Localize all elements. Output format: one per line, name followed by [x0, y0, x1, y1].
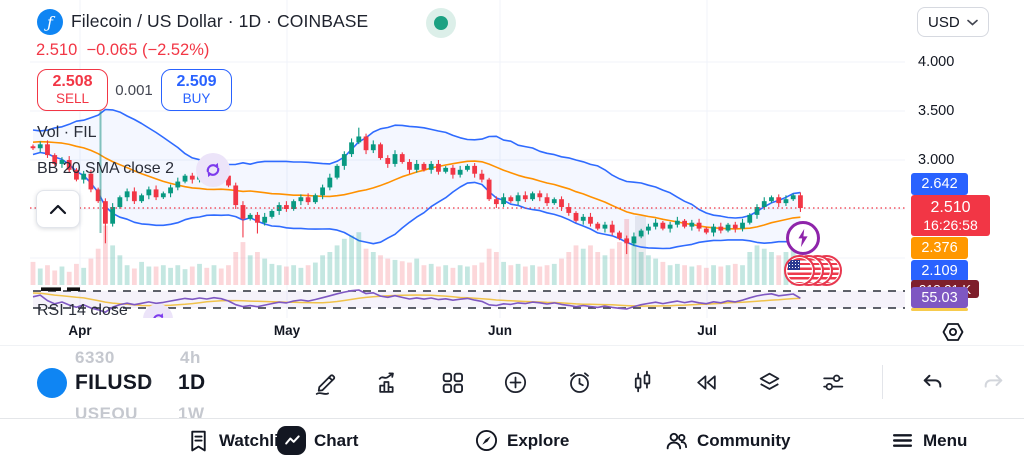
chart-region[interactable] — [0, 0, 1024, 345]
watchlist-icon — [191, 430, 206, 452]
collapse-legend-button[interactable] — [36, 190, 80, 228]
last-price-value: 2.510 — [930, 198, 971, 216]
alerts-clock-icon[interactable] — [564, 367, 594, 397]
chevron-down-icon — [967, 19, 978, 26]
currency-select[interactable]: USD — [917, 7, 989, 37]
market-open-dot — [434, 16, 448, 30]
chart-properties-icon[interactable] — [940, 320, 966, 344]
nav-community-label: Community — [697, 430, 791, 450]
chart-icon — [277, 426, 306, 455]
time-tick-may: May — [273, 323, 301, 338]
nav-watchlist[interactable]: Watchlist — [186, 419, 294, 462]
price-tick-4000: 4.000 — [918, 54, 955, 70]
nav-community[interactable]: Community — [664, 419, 791, 462]
change-text: −0.065 (−2.52%) — [86, 41, 210, 59]
toolbar-divider — [881, 365, 883, 399]
time-tick-jul: Jul — [697, 323, 717, 338]
market-status-icon[interactable] — [426, 8, 456, 38]
time-tick-apr: Apr — [68, 323, 92, 338]
undo-icon[interactable] — [916, 367, 946, 397]
bottom-navigation: Watchlist Chart Explore Community Menu — [0, 418, 1024, 462]
hamburger-icon — [892, 434, 913, 447]
chart-type-candles-icon[interactable] — [628, 367, 658, 397]
us-flag-events-icon[interactable] — [784, 254, 846, 287]
symbol-picker-current[interactable]: FILUSD — [75, 371, 153, 394]
bb-refresh-icon[interactable] — [196, 153, 230, 187]
settings-sliders-icon[interactable] — [818, 367, 848, 397]
bb-basis-price-label: 2.376 — [911, 237, 968, 259]
price-tick-3000: 3.000 — [918, 152, 955, 168]
rsi-ma-value-label — [911, 307, 968, 311]
buy-label: BUY — [182, 91, 211, 107]
rsi-value-label: 55.03 — [911, 287, 968, 308]
layouts-grid-icon[interactable] — [437, 367, 467, 397]
people-icon — [666, 432, 688, 450]
bottom-toolbar: 6330 4h FILUSD 1D USEOU 1W — [0, 345, 1024, 423]
draw-icon[interactable] — [310, 367, 340, 397]
bb-lower-price-label: 2.109 — [911, 260, 968, 282]
nav-explore[interactable]: Explore — [474, 419, 569, 462]
time-tick-jun: Jun — [487, 323, 513, 338]
nav-menu[interactable]: Menu — [890, 419, 967, 462]
add-icon[interactable] — [501, 367, 531, 397]
symbol-fade — [148, 370, 174, 396]
buy-price: 2.509 — [176, 73, 217, 91]
sell-label: SELL — [55, 91, 90, 107]
compass-icon — [475, 429, 498, 452]
filecoin-logo-icon: ƒ — [37, 9, 63, 35]
price-change-row: 2.510 −0.065 (−2.52%) — [36, 41, 209, 60]
bar-countdown: 16:26:58 — [923, 216, 978, 233]
nav-chart[interactable]: Chart — [277, 419, 358, 462]
nav-watchlist-label: Watchlist — [219, 430, 294, 450]
picker-prev-interval[interactable]: 4h — [180, 348, 201, 367]
filecoin-logo-small-icon — [37, 368, 67, 398]
bb-indicator-label[interactable]: BB 20 SMA close 2 — [37, 160, 174, 177]
sell-button[interactable]: 2.508 SELL — [37, 69, 108, 111]
chevron-up-icon — [49, 204, 67, 214]
last-price-text: 2.510 — [36, 41, 78, 59]
volume-indicator-label[interactable]: Vol · FIL — [37, 124, 97, 141]
redo-icon[interactable] — [980, 367, 1010, 397]
symbol-title[interactable]: Filecoin / US Dollar · 1D · COINBASE — [71, 11, 369, 31]
replay-icon[interactable] — [691, 367, 721, 397]
object-tree-layers-icon[interactable] — [755, 367, 785, 397]
nav-explore-label: Explore — [507, 430, 570, 450]
spread-value: 0.001 — [115, 82, 153, 99]
buy-button[interactable]: 2.509 BUY — [161, 69, 232, 111]
interval-picker-current[interactable]: 1D — [178, 371, 206, 394]
bb-upper-price-label: 2.642 — [911, 173, 968, 195]
nav-chart-label: Chart — [314, 430, 359, 450]
chart-tools-row — [310, 360, 1010, 404]
price-tick-3500: 3.500 — [918, 103, 955, 119]
flash-event-icon[interactable] — [786, 221, 820, 255]
rsi-indicator-label[interactable]: RSI 14 close — [37, 302, 128, 319]
time-axis[interactable]: Apr May Jun Jul — [0, 318, 1024, 345]
indicators-icon[interactable] — [374, 367, 404, 397]
currency-label: USD — [928, 13, 960, 31]
nav-menu-label: Menu — [923, 430, 968, 450]
price-chart-canvas — [30, 0, 905, 318]
last-price-label: 2.510 16:26:58 — [911, 195, 990, 236]
picker-prev-symbol[interactable]: 6330 — [75, 348, 115, 367]
sell-price: 2.508 — [52, 73, 93, 91]
